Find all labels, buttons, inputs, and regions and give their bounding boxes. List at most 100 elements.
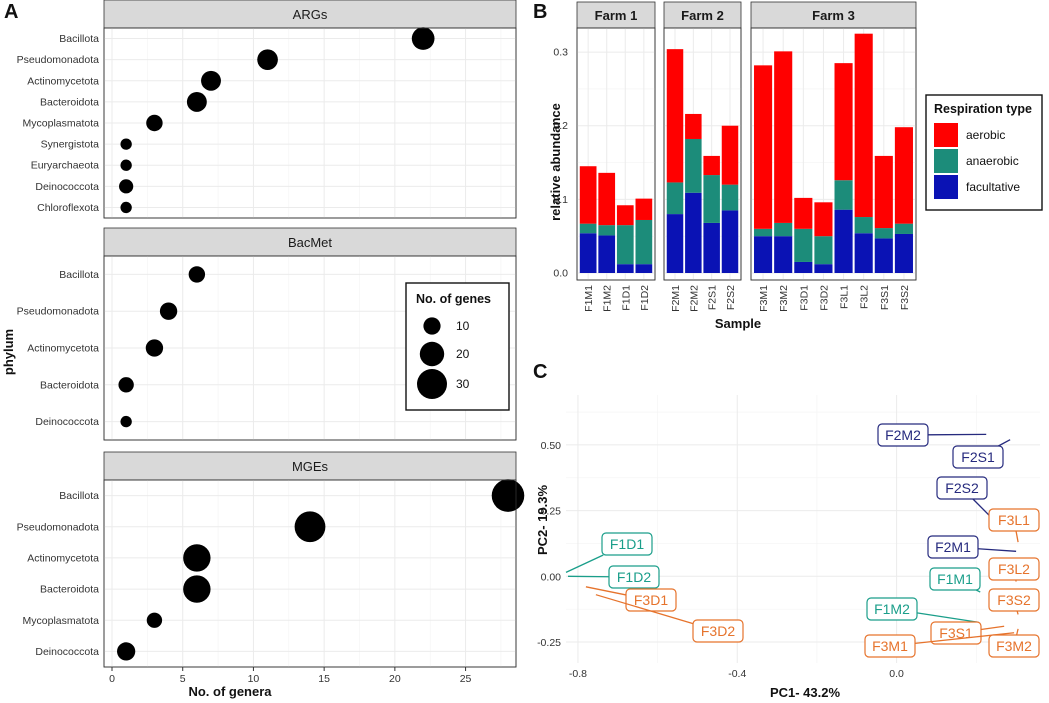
bar-f2s1-anaerobic bbox=[703, 175, 720, 223]
y-tick-label-chloroflexota: Chloroflexota bbox=[37, 202, 99, 214]
pca-label-f1d1: F1D1 bbox=[610, 536, 644, 552]
panel-b-respiration-legend: Respiration type aerobic anaerobic facul… bbox=[925, 94, 1043, 211]
bar-f3l1-aerobic bbox=[834, 63, 853, 181]
panel-b-y-axis-title: relative abundance bbox=[548, 103, 563, 221]
bar-f2m1-aerobic bbox=[666, 49, 684, 183]
bubble-mges-bacteroidota bbox=[183, 575, 211, 603]
bubble-args-synergistota bbox=[120, 138, 132, 150]
y-tick-label-pseudomonadota: Pseudomonadota bbox=[17, 306, 99, 318]
facet-bacmet-strip bbox=[103, 227, 517, 257]
bar-f3l1-facultative bbox=[834, 209, 853, 273]
pca-label-box-f3l1 bbox=[988, 508, 1040, 532]
pca-label-box-f1m2 bbox=[866, 597, 918, 621]
legend-label-anaerobic: anaerobic bbox=[966, 154, 1019, 168]
panel-letter-a: A bbox=[4, 1, 18, 23]
b-x-tick-label-f3l2: F3L2 bbox=[859, 285, 871, 309]
bar-f3s1-anaerobic bbox=[874, 228, 893, 239]
pca-label-f2s1: F2S1 bbox=[961, 449, 995, 465]
bubble-mges-deinococcota bbox=[117, 642, 136, 661]
y-tick-label-actinomycetota: Actinomycetota bbox=[27, 552, 99, 564]
size-legend-label-30: 30 bbox=[456, 377, 470, 391]
facet-mges: MGEs Bacillota Pseudomonadota Actinomycetot… bbox=[17, 451, 525, 668]
b-x-tick-label-f2s2: F2S2 bbox=[725, 285, 737, 310]
bubble-args-pseudomonadota bbox=[257, 49, 278, 70]
legend-label-facultative: facultative bbox=[966, 180, 1020, 194]
bar-f3d2-aerobic bbox=[814, 202, 833, 237]
pca-label-box-f1d1 bbox=[601, 532, 653, 556]
pca-label-box-f1d2 bbox=[608, 565, 660, 589]
bar-f3s2-facultative bbox=[894, 233, 913, 273]
bar-f3m2-aerobic bbox=[774, 51, 793, 223]
x-tick-label: 25 bbox=[460, 673, 472, 685]
y-tick-label-deinococcota: Deinococcota bbox=[35, 181, 99, 193]
pca-label-box-f3s1 bbox=[930, 621, 982, 645]
pca-label-box-f3m2 bbox=[988, 634, 1040, 658]
pca-label-f3m2: F3M2 bbox=[996, 638, 1032, 654]
y-tick-label-bacteroidota: Bacteroidota bbox=[40, 379, 99, 391]
bubble-bacmet-pseudomonadota bbox=[159, 302, 178, 320]
pca-leader-f3l1 bbox=[1015, 530, 1019, 543]
bubble-args-bacillota bbox=[411, 27, 435, 50]
legend-swatch-anaerobic bbox=[934, 149, 958, 173]
b-facet-farm-1-border bbox=[576, 27, 656, 281]
bubble-args-chloroflexota bbox=[120, 201, 132, 214]
panel-b-x-axis-title: Sample bbox=[715, 316, 761, 331]
bar-f3d1-facultative bbox=[794, 261, 813, 273]
y-tick-label-actinomycetota: Actinomycetota bbox=[27, 343, 99, 355]
bar-f2m2-aerobic bbox=[685, 113, 702, 139]
size-legend-circle-30 bbox=[417, 369, 447, 399]
bar-f3s1-facultative bbox=[874, 238, 893, 273]
bubble-args-euryarchaeota bbox=[120, 159, 132, 171]
y-tick-label-bacteroidota: Bacteroidota bbox=[40, 96, 99, 108]
y-tick-label-mycoplasmatota: Mycoplasmatota bbox=[23, 118, 100, 130]
bar-f2s2-facultative bbox=[721, 210, 739, 273]
size-legend-circle-20 bbox=[419, 341, 445, 367]
c-y-tick-label: 0.00 bbox=[541, 571, 562, 583]
b-x-tick-label-f2m1: F2M1 bbox=[670, 285, 682, 312]
pca-label-box-f3m1 bbox=[864, 634, 916, 658]
facet-args: ARGs Bacillota Pseudomonadota Actinomycetot… bbox=[17, 0, 517, 219]
bubble-args-bacteroidota bbox=[186, 91, 207, 112]
bubble-args-deinococcota bbox=[119, 179, 134, 194]
pca-label-f1m1: F1M1 bbox=[937, 571, 973, 587]
bar-f3m1-facultative bbox=[754, 236, 773, 273]
b-facet-farm-3: Farm 3 bbox=[750, 1, 917, 281]
bar-f3d1-anaerobic bbox=[794, 228, 813, 262]
b-x-tick-label-f2s1: F2S1 bbox=[707, 285, 719, 310]
bar-f3s1-aerobic bbox=[874, 155, 893, 229]
b-facet-farm-2-border bbox=[663, 27, 742, 281]
facet-args-strip bbox=[103, 0, 517, 29]
bar-f1m2-anaerobic bbox=[598, 225, 616, 236]
x-tick-label: 5 bbox=[180, 673, 186, 685]
bubble-bacmet-deinococcota bbox=[120, 415, 132, 428]
pca-label-box-f2m1 bbox=[927, 535, 979, 559]
pca-leader-f3m2 bbox=[1015, 628, 1019, 636]
pca-label-f1m2: F1M2 bbox=[874, 601, 910, 617]
pca-leader-f1m2 bbox=[916, 612, 979, 623]
panel-c-y-axis-title: PC2- 19.3% bbox=[535, 485, 550, 556]
bar-f3m2-facultative bbox=[774, 236, 793, 273]
pca-label-f1d2: F1D2 bbox=[617, 569, 651, 585]
facet-mges-border bbox=[103, 479, 517, 668]
pca-label-box-f3l2 bbox=[988, 557, 1040, 581]
pca-label-box-f2m2 bbox=[877, 423, 929, 447]
b-y-tick-label: 0.2 bbox=[553, 120, 568, 132]
pca-leader-f3d1 bbox=[585, 586, 627, 596]
bubble-bacmet-bacillota bbox=[188, 266, 206, 283]
b-y-tick-label: 0.0 bbox=[553, 268, 568, 280]
y-tick-label-bacillota: Bacillota bbox=[59, 33, 99, 45]
y-tick-label-deinococcota: Deinococcota bbox=[35, 416, 99, 428]
bar-f3s2-aerobic bbox=[894, 127, 913, 224]
bar-f2s2-anaerobic bbox=[721, 184, 739, 211]
size-legend-label-10: 10 bbox=[456, 319, 470, 333]
facet-args-title: ARGs bbox=[293, 7, 328, 22]
pca-label-box-f2s1 bbox=[952, 445, 1004, 469]
x-tick-label: 10 bbox=[248, 673, 260, 685]
facet-mges-background bbox=[103, 479, 517, 668]
panel-letter-c: C bbox=[533, 361, 547, 383]
pca-label-box-f2s2 bbox=[936, 476, 988, 500]
b-facet-farm-1: Farm 1 bbox=[576, 1, 656, 281]
bar-f1d1-anaerobic bbox=[616, 225, 634, 265]
bar-f2s1-aerobic bbox=[703, 155, 720, 176]
